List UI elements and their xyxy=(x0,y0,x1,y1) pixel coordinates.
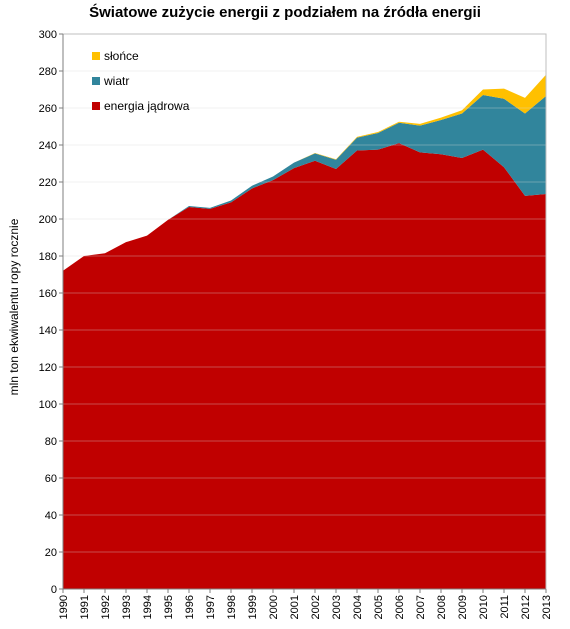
y-tick-label: 140 xyxy=(39,325,57,337)
x-tick-label: 1991 xyxy=(79,595,91,619)
y-tick-label: 180 xyxy=(39,251,57,263)
y-tick-label: 100 xyxy=(39,399,57,411)
y-tick-label: 200 xyxy=(39,214,57,226)
x-tick-label: 2005 xyxy=(373,595,385,619)
legend-swatch xyxy=(92,77,100,85)
y-axis-label: mln ton ekwiwalentu ropy rocznie xyxy=(7,218,21,395)
x-tick-label: 1990 xyxy=(58,595,70,619)
legend-swatch xyxy=(92,52,100,60)
y-tick-label: 300 xyxy=(39,29,57,41)
x-tick-label: 2000 xyxy=(268,595,280,619)
x-tick-label: 2002 xyxy=(310,595,322,619)
y-tick-label: 60 xyxy=(45,473,57,485)
x-tick-label: 2008 xyxy=(436,595,448,619)
legend-label: energia jądrowa xyxy=(104,99,190,113)
x-tick-label: 1993 xyxy=(121,595,133,619)
x-tick-label: 1994 xyxy=(142,595,154,619)
area-series-2 xyxy=(63,95,546,271)
y-tick-label: 220 xyxy=(39,177,57,189)
y-tick-label: 240 xyxy=(39,140,57,152)
y-tick-label: 160 xyxy=(39,288,57,300)
y-tick-label: 20 xyxy=(45,547,57,559)
y-tick-label: 0 xyxy=(51,584,57,596)
legend-label: wiatr xyxy=(103,74,129,88)
x-tick-label: 1998 xyxy=(226,595,238,619)
x-tick-label: 1999 xyxy=(247,595,259,619)
x-tick-label: 1992 xyxy=(100,595,112,619)
x-tick-label: 2010 xyxy=(478,595,490,619)
y-tick-label: 280 xyxy=(39,66,57,78)
chart-title: Światowe zużycie energii z podziałem na … xyxy=(89,4,481,21)
x-tick-label: 2011 xyxy=(499,595,511,619)
legend-swatch xyxy=(92,102,100,110)
x-tick-label: 2012 xyxy=(520,595,532,619)
area-series-3 xyxy=(63,74,546,271)
x-tick-label: 1995 xyxy=(163,595,175,619)
x-tick-label: 2004 xyxy=(352,595,364,619)
x-tick-label: 2007 xyxy=(415,595,427,619)
legend-label: słońce xyxy=(104,49,139,63)
y-tick-label: 120 xyxy=(39,362,57,374)
y-tick-label: 260 xyxy=(39,103,57,115)
x-tick-label: 1996 xyxy=(184,595,196,619)
x-tick-label: 2001 xyxy=(289,595,301,619)
y-tick-label: 80 xyxy=(45,436,57,448)
x-tick-label: 1997 xyxy=(205,595,217,619)
x-tick-label: 2009 xyxy=(457,595,469,619)
x-tick-label: 2013 xyxy=(541,595,553,619)
x-tick-label: 2003 xyxy=(331,595,343,619)
y-tick-label: 40 xyxy=(45,510,57,522)
x-tick-label: 2006 xyxy=(394,595,406,619)
area-series-1 xyxy=(63,143,546,589)
